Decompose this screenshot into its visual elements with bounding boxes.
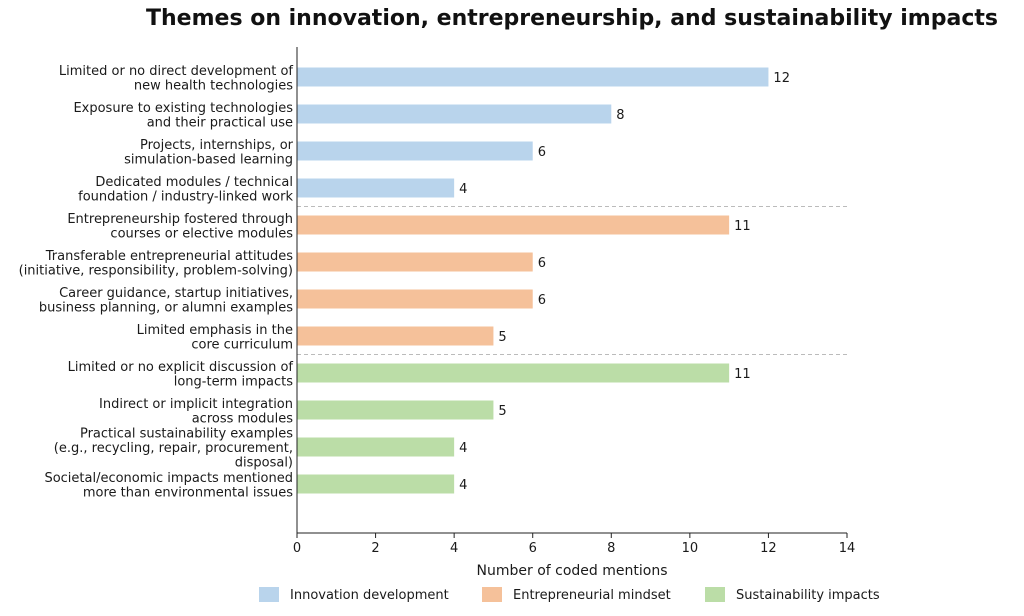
bar bbox=[297, 400, 494, 420]
legend: Innovation development Entrepreneurial mi… bbox=[259, 587, 880, 603]
bar bbox=[297, 252, 533, 272]
x-tick-label: 8 bbox=[607, 541, 615, 556]
bar bbox=[297, 141, 533, 161]
category-label: Practical sustainability examples bbox=[80, 427, 293, 442]
x-tick-label: 6 bbox=[529, 541, 537, 556]
category-label: business planning, or alumni examples bbox=[39, 300, 293, 315]
chart-title: Themes on innovation, entrepreneurship, … bbox=[146, 6, 998, 31]
bar-value-label: 6 bbox=[538, 145, 546, 160]
x-tick-label: 14 bbox=[839, 541, 856, 556]
category-label: core curriculum bbox=[191, 337, 293, 352]
category-label: Indirect or implicit integration bbox=[99, 397, 293, 412]
legend-label: Sustainability impacts bbox=[736, 588, 880, 603]
x-tick-label: 2 bbox=[371, 541, 379, 556]
category-label: simulation-based learning bbox=[124, 152, 293, 167]
category-label: long-term impacts bbox=[174, 374, 293, 389]
category-label: and their practical use bbox=[147, 115, 293, 130]
bar bbox=[297, 215, 730, 235]
bar-value-label: 6 bbox=[538, 256, 546, 271]
category-label: (e.g., recycling, repair, procurement, bbox=[54, 441, 293, 456]
bar-value-label: 8 bbox=[616, 108, 624, 123]
category-label: Career guidance, startup initiatives, bbox=[59, 286, 293, 301]
category-label: Projects, internships, or bbox=[140, 138, 294, 153]
bar-value-label: 11 bbox=[734, 219, 751, 234]
bar-value-label: 4 bbox=[459, 441, 467, 456]
bar-value-label: 4 bbox=[459, 182, 467, 197]
x-tick-label: 4 bbox=[450, 541, 458, 556]
bar bbox=[297, 289, 533, 309]
legend-swatch bbox=[705, 587, 725, 602]
bar bbox=[297, 474, 455, 494]
category-label: disposal) bbox=[235, 456, 293, 471]
x-axis-label: Number of coded mentions bbox=[477, 563, 668, 579]
legend-label: Entrepreneurial mindset bbox=[513, 588, 671, 603]
category-label: new health technologies bbox=[134, 78, 293, 93]
bar bbox=[297, 178, 455, 198]
x-tick-label: 0 bbox=[293, 541, 301, 556]
bar bbox=[297, 104, 612, 124]
bar bbox=[297, 326, 494, 346]
bar-value-label: 12 bbox=[773, 71, 790, 86]
category-label: across modules bbox=[192, 411, 294, 426]
bar bbox=[297, 437, 455, 457]
category-label: Entrepreneurship fostered through bbox=[67, 212, 293, 227]
bar bbox=[297, 67, 769, 87]
category-label: foundation / industry-linked work bbox=[78, 189, 293, 204]
category-label: (initiative, responsibility, problem-sol… bbox=[19, 263, 293, 278]
category-label: Limited or no explicit discussion of bbox=[68, 360, 294, 375]
category-label: Limited emphasis in the bbox=[137, 323, 293, 338]
category-label: Transferable entrepreneurial attitudes bbox=[45, 249, 293, 264]
bar-value-label: 5 bbox=[498, 404, 506, 419]
x-tick-label: 12 bbox=[760, 541, 777, 556]
bar-value-label: 4 bbox=[459, 478, 467, 493]
category-label: courses or elective modules bbox=[110, 226, 293, 241]
bar-value-label: 11 bbox=[734, 367, 751, 382]
legend-label: Innovation development bbox=[290, 588, 449, 603]
category-label: Limited or no direct development of bbox=[59, 64, 294, 79]
category-label: Exposure to existing technologies bbox=[73, 101, 293, 116]
bar-value-label: 6 bbox=[538, 293, 546, 308]
category-label: Societal/economic impacts mentioned bbox=[44, 471, 293, 486]
category-label: Dedicated modules / technical bbox=[95, 175, 293, 190]
legend-swatch bbox=[259, 587, 279, 602]
legend-swatch bbox=[482, 587, 502, 602]
category-label: more than environmental issues bbox=[83, 485, 293, 500]
plot-area: 12 Limited or no direct development ofnew… bbox=[19, 47, 856, 556]
bar bbox=[297, 363, 730, 383]
bar-value-label: 5 bbox=[498, 330, 506, 345]
x-tick-label: 10 bbox=[682, 541, 699, 556]
